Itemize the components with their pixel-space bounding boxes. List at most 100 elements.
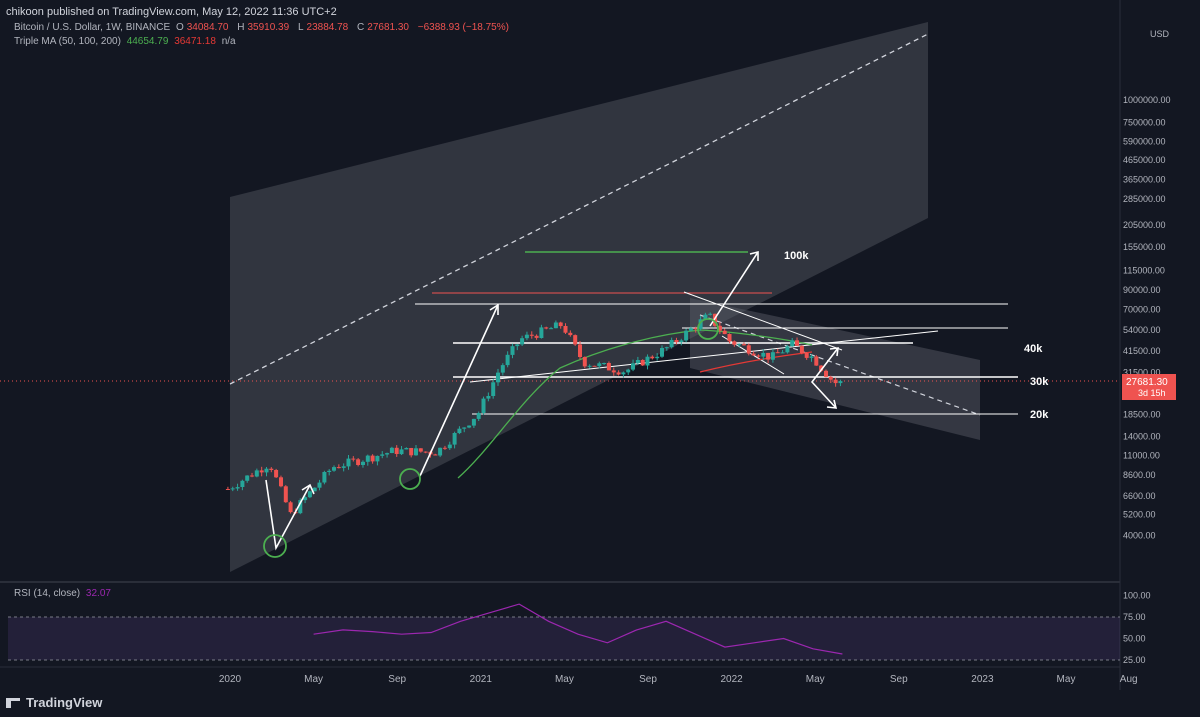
- candle: [418, 448, 423, 452]
- price-tick: 6600.00: [1123, 491, 1156, 501]
- candle: [698, 319, 703, 329]
- tradingview-icon: [6, 697, 20, 708]
- countdown: 3d 15h: [1138, 388, 1166, 398]
- trendline-rising: [469, 330, 939, 383]
- price-tick: 465000.00: [1123, 155, 1166, 165]
- candle: [664, 347, 669, 349]
- candle: [515, 344, 520, 347]
- candle: [235, 487, 240, 489]
- time-tick: May: [1057, 674, 1076, 685]
- candle: [341, 466, 346, 468]
- candle: [332, 467, 336, 471]
- candle: [795, 340, 799, 346]
- label-20k: 20k: [1030, 409, 1049, 421]
- candle: [635, 360, 640, 364]
- circle-retest: [697, 318, 719, 340]
- time-tick: Sep: [890, 674, 908, 685]
- candle: [240, 480, 245, 487]
- ma-label: Triple MA (50, 100, 200): [14, 36, 121, 47]
- price-tick: 70000.00: [1123, 305, 1161, 315]
- candle: [486, 396, 491, 399]
- arrow-split: [810, 347, 839, 409]
- price-tick: 590000.00: [1123, 137, 1166, 147]
- label-40k: 40k: [1024, 343, 1043, 355]
- arrowhead-1: [301, 483, 315, 495]
- circle-breakout: [399, 468, 421, 490]
- price-axis[interactable]: 1000000.00 750000.00 590000.00 465000.00 365…: [1123, 95, 1171, 541]
- price-tick: 5200.00: [1123, 510, 1156, 520]
- last-price-badge: [1122, 374, 1176, 400]
- descending-channel: [690, 298, 980, 440]
- candle: [283, 486, 288, 503]
- candle: [409, 448, 414, 456]
- candle: [399, 449, 404, 455]
- candle: [819, 365, 824, 371]
- candle: [298, 500, 303, 514]
- time-tick: 2020: [219, 674, 242, 685]
- candle: [563, 326, 568, 333]
- arrows: [265, 250, 839, 551]
- arrowhead-3: [749, 250, 759, 261]
- rsi-line: [313, 603, 843, 655]
- candle: [327, 470, 332, 472]
- candle: [770, 352, 775, 360]
- ma100-value: 36471.18: [174, 36, 216, 47]
- candle: [447, 444, 452, 449]
- label-100k: 100k: [784, 250, 809, 262]
- rsi-tick: 75.00: [1123, 612, 1146, 622]
- arrow-2021-rally: [419, 304, 499, 477]
- candle: [722, 330, 727, 335]
- candle: [312, 487, 317, 492]
- candle: [669, 340, 674, 348]
- candle: [708, 313, 713, 315]
- candle: [732, 341, 737, 345]
- ohlc-low: L 23884.78: [297, 22, 349, 33]
- rsi-band: [8, 617, 1120, 660]
- time-tick: May: [304, 674, 323, 685]
- candle: [717, 325, 722, 331]
- candle: [500, 365, 505, 373]
- candle: [674, 340, 679, 343]
- time-tick: Sep: [639, 674, 657, 685]
- candle: [602, 363, 607, 364]
- price-tick: 1000000.00: [1123, 95, 1171, 105]
- candle: [775, 352, 780, 354]
- currency-label: USD: [1150, 29, 1170, 39]
- price-tick: 4000.00: [1123, 530, 1156, 540]
- candle: [766, 352, 771, 360]
- rsi-label: RSI (14, close): [14, 588, 81, 599]
- candle: [597, 363, 602, 367]
- candle: [438, 447, 443, 456]
- price-tick: 8600.00: [1123, 470, 1156, 480]
- candle: [660, 348, 664, 357]
- candle: [351, 458, 356, 460]
- candle: [529, 334, 534, 336]
- candle: [510, 346, 515, 355]
- candle: [307, 491, 312, 498]
- tradingview-logo[interactable]: TradingView: [6, 695, 102, 710]
- candle: [471, 418, 476, 426]
- candle: [534, 335, 539, 338]
- price-tick: 750000.00: [1123, 118, 1166, 128]
- candle: [592, 365, 597, 367]
- candle: [462, 427, 467, 429]
- time-tick: Sep: [388, 674, 406, 685]
- candle: [288, 502, 293, 513]
- candle: [553, 322, 558, 329]
- candle: [457, 428, 462, 434]
- candle: [761, 352, 766, 357]
- rsi-legend: RSI (14, close) 32.07: [14, 588, 114, 599]
- candle: [828, 376, 833, 380]
- candle: [496, 372, 500, 383]
- candle: [746, 345, 751, 354]
- time-axis[interactable]: 2020 May Sep 2021 May Sep 2022 May Sep 2023 May Aug: [219, 674, 1138, 685]
- price-tick: 285000.00: [1123, 194, 1166, 204]
- time-tick: 2023: [971, 674, 994, 685]
- candle: [476, 413, 481, 419]
- candle: [688, 328, 693, 331]
- price-tick: 155000.00: [1123, 242, 1166, 252]
- candle: [375, 455, 380, 462]
- candle: [742, 344, 746, 346]
- arrowhead-5: [826, 399, 838, 409]
